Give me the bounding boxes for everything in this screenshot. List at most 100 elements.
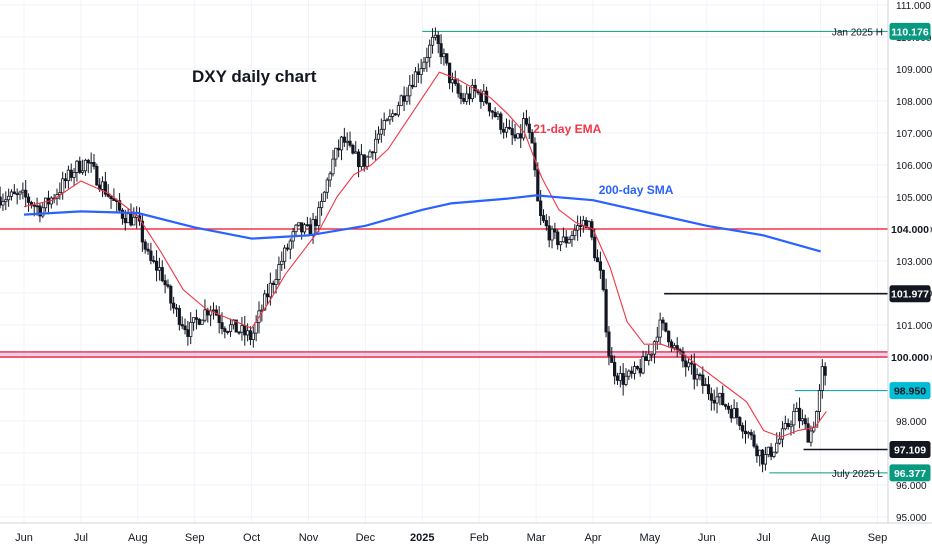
candle-body [322,191,327,202]
candle-body [365,156,369,167]
candle-body [186,329,190,337]
candle-body [18,191,22,195]
candle-body [712,399,716,404]
candle-body [635,366,639,369]
candle-body [92,162,96,167]
candle-body [815,411,819,428]
candle-body [789,424,793,428]
candle-body [334,147,338,160]
candle-body [149,250,153,261]
candle-body [462,98,466,102]
candle-body [456,83,460,94]
candle-body [496,113,500,118]
price-axis-bg[interactable] [888,0,932,550]
candle-body [803,418,807,425]
candle-body [396,105,401,116]
candle-body [226,331,230,333]
candle-body [200,319,204,325]
month-tick-label: Apr [584,532,601,544]
candle-body [624,375,628,385]
candle-body [69,169,73,178]
month-tick-label: 2025 [410,532,434,544]
time-axis[interactable]: Jun Jul Aug Sep Oct Nov Dec 2025 Feb Mar Apr May Jun… [0,522,932,550]
month-tick-label: Jul [74,532,88,544]
price-badge [889,382,931,400]
candle-body [146,248,150,252]
month-tick-label: Aug [128,532,148,544]
candle-body [44,197,48,209]
candle-body [280,260,284,265]
candle-body [769,446,773,457]
candle-body [450,79,455,84]
candle-body [61,178,65,194]
candle-body [749,432,753,436]
candle-body [63,178,68,182]
candle-body [78,160,82,173]
candle-body [223,328,227,332]
price-tick-label: 111.000 [896,1,931,12]
candle-body [675,345,679,351]
candle-body [510,128,514,136]
candle-body [26,196,31,203]
candle-body [567,239,571,244]
candle-body [539,200,543,216]
candle-body [519,133,523,139]
candle-body [627,370,631,377]
candle-body [112,198,116,201]
candle-body [285,247,290,250]
sma-200-line [23,194,821,253]
time-axis-bg[interactable] [0,523,932,550]
candle-body [254,321,258,334]
candle-body [86,159,90,164]
candle-body [465,93,469,102]
candle-body [180,324,184,327]
price-axis[interactable]: 111.000110.000109.000108.000107.000106.0… [887,0,932,550]
candle-body [75,160,79,173]
candle-body [274,279,278,285]
candle-body [0,196,2,206]
month-tick-label: Dec [356,532,376,544]
candle-body [453,79,457,85]
candle-body [314,219,318,227]
candle-body [379,128,383,135]
series-annotation: 200-day SMA [599,183,674,197]
candle-body [265,293,270,298]
month-tick-label: Mar [527,532,546,544]
candle-body [283,247,287,262]
candle-body [72,172,76,178]
price-badge [889,464,931,482]
price-badge-label: 97.109 [894,445,926,457]
candle-body [598,261,602,271]
candle-body [106,193,110,197]
candle-body [644,356,648,361]
candle-body [368,151,372,158]
candle-body [499,113,503,130]
month-tick-label: Aug [811,532,831,544]
candle-body [157,267,162,271]
candle-body [752,434,756,447]
candle-body [408,84,412,97]
candle-body [89,162,93,164]
candle-body [41,207,45,217]
candle-body [706,384,711,395]
candle-body [823,366,827,376]
candle-body [689,362,694,365]
extreme-note: July 2025 L [832,469,884,480]
candle-body [271,282,275,285]
candle-body [735,408,739,418]
candle-body [490,110,494,113]
candle-body [484,90,489,104]
month-tick-label: Sep [185,532,205,544]
support-zone [0,350,888,358]
candle-body [729,408,733,419]
candle-body [132,216,136,226]
candle-body [95,165,99,186]
candle-body [152,260,156,262]
price-badge-label: 98.950 [894,386,926,398]
price-tick-label: 96.000 [896,481,927,492]
candle-body [4,199,8,203]
candle-body [405,95,409,102]
candle-body [726,405,731,410]
price-tick-label: 101.000 [896,321,932,332]
